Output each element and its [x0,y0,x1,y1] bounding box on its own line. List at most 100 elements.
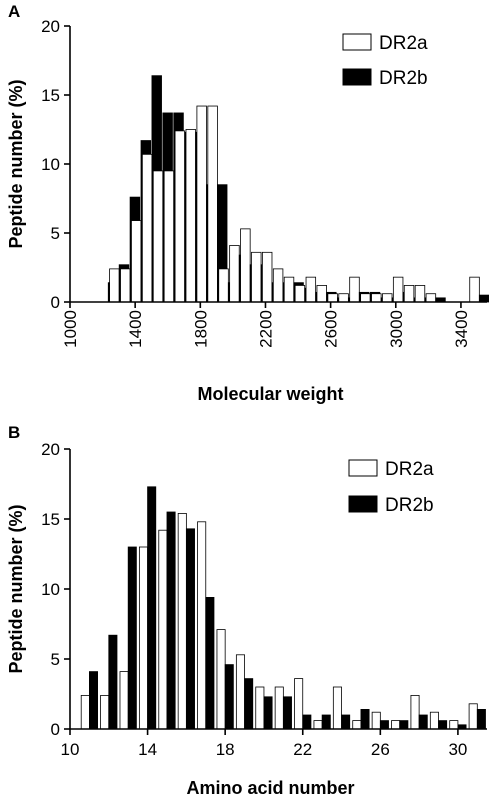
bar-dr2b [263,696,273,730]
bar-dr2a [283,276,295,303]
y-tick-label: 5 [51,224,60,243]
bar-dr2a [80,695,90,730]
bar-dr2a [327,293,338,303]
bar-dr2a [229,245,240,303]
legend-label-dr2b: DR2b [379,68,428,89]
legend-label-dr2a: DR2a [385,459,434,480]
bar-dr2a [196,105,207,303]
x-tick-label: 14 [138,740,157,759]
bar-dr2b [360,709,370,730]
bar-dr2a [207,105,218,303]
legend-swatch-dr2b [342,68,372,86]
legend-label-dr2a: DR2a [379,33,428,54]
bar-dr2a [251,251,262,303]
bar-dr2a [177,513,187,730]
bar-dr2b [478,294,489,303]
bar-dr2a [338,293,349,303]
x-tick-label: 22 [293,740,312,759]
bar-dr2a [240,228,251,303]
bar-dr2a [120,268,131,303]
bar-dr2a [197,521,207,730]
x-axis-label-a: Molecular weight [197,384,343,404]
bar-dr2a [294,285,306,303]
bar-dr2a [100,695,110,730]
bar-dr2a [352,720,362,730]
bar-dr2a [410,695,420,730]
bar-dr2a [216,629,226,730]
bar-dr2b [399,720,409,730]
bar-dr2a [360,293,371,303]
legend-label-dr2b: DR2b [385,495,434,516]
bar-dr2a [313,720,323,730]
legend-b: DR2a DR2b [348,459,434,516]
bar-dr2b [205,597,215,730]
legend-a: DR2a DR2b [342,33,428,89]
bar-dr2a [429,711,439,730]
bar-dr2b [244,678,254,730]
x-tick-label: 18 [216,740,235,759]
bar-dr2a [261,251,273,303]
bar-dr2a [119,671,129,730]
bar-dr2a [382,293,393,303]
bar-dr2a [305,276,317,303]
y-axis-label-b: Peptide number (%) [6,504,26,673]
y-tick-label: 10 [41,155,60,174]
bar-dr2a [138,546,148,730]
bar-dr2a [392,276,404,303]
bar-dr2a [274,686,284,730]
x-tick-label: 1800 [191,310,210,348]
panel-a: A Peptide number (%) Molecular weight DR… [6,2,489,404]
y-tick-label: 0 [51,293,60,312]
bars [80,486,486,730]
bar-dr2a [109,268,120,303]
bar-dr2a [316,285,327,303]
bar-dr2b [341,714,351,730]
bar-dr2a [255,686,265,730]
x-tick-label: 3000 [387,310,406,348]
bar-dr2a [425,293,437,303]
bar-dr2b [379,720,389,730]
y-tick-label: 15 [41,510,60,529]
x-tick-label: 10 [61,740,80,759]
bar-dr2a [469,276,480,303]
bar-dr2b [438,720,448,730]
y-tick-label: 15 [41,86,60,105]
bar-dr2a [349,276,360,303]
bar-dr2b [282,696,292,730]
legend-swatch-dr2b [348,495,378,513]
x-axis-label-b: Amino acid number [186,778,354,798]
legend-swatch-dr2a [342,33,372,51]
bar-dr2a [174,130,186,303]
bar-dr2a [141,153,153,303]
bar-dr2b [108,634,118,730]
bar-dr2b [476,709,486,730]
bar-dr2b [418,714,428,730]
bar-dr2a [163,170,175,303]
bar-dr2b [224,664,234,730]
y-tick-label: 20 [41,17,60,36]
bar-dr2b [166,511,176,730]
bar-dr2a [218,268,229,303]
bar-dr2a [235,654,245,730]
bar-dr2a [391,720,401,730]
y-tick-label: 5 [51,650,60,669]
bar-dr2b [185,528,195,730]
y-tick-label: 20 [41,440,60,459]
bars [107,75,489,303]
y-tick-label: 0 [51,720,60,739]
x-tick-label: 1400 [126,310,145,348]
bar-dr2a [272,268,284,303]
panel-b: B Peptide number (%) Amino acid number D… [6,423,487,798]
bar-dr2a [185,129,196,303]
bar-dr2a [371,293,382,303]
bar-dr2b [89,671,99,730]
bar-dr2a [403,285,415,303]
bar-dr2a [449,720,459,730]
y-axis-label-a: Peptide number (%) [6,79,26,248]
bar-dr2a [332,686,342,730]
bar-dr2a [294,678,304,730]
bar-dr2a [152,170,164,303]
x-tick-label: 30 [448,740,467,759]
x-tick-label: 3400 [452,310,471,348]
